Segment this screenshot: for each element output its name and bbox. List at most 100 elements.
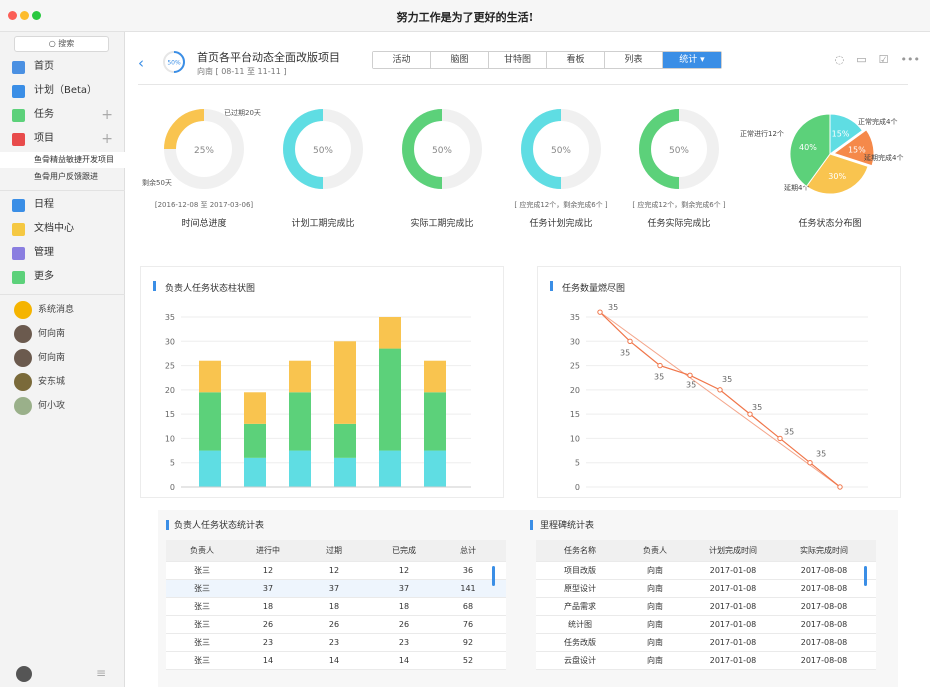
contact-item[interactable]: 安东城: [0, 370, 125, 394]
table-row[interactable]: 张三 23 23 23 92: [166, 634, 506, 652]
table-cell: 向南: [647, 584, 663, 593]
table-cell: 18: [262, 602, 274, 611]
table-cell: 产品需求: [564, 602, 596, 611]
table-row[interactable]: 张三 12 12 12 36: [166, 562, 506, 580]
header-divider: [138, 84, 908, 85]
milestone-table-scrollbar[interactable]: [864, 566, 867, 586]
table-row[interactable]: 张三 37 37 37 141: [166, 580, 506, 598]
column-header[interactable]: 总计: [460, 546, 476, 555]
sidebar-item-4[interactable]: 日程: [0, 194, 125, 216]
minimize-window-button[interactable]: [20, 11, 29, 20]
table-cell: 张三: [194, 656, 210, 665]
project-sub-item[interactable]: 鱼骨精益敏捷开发项目: [0, 152, 125, 168]
stats-table-scrollbar[interactable]: [492, 566, 495, 586]
burndown-value-label: 35: [816, 450, 826, 459]
bar-chart-title: 负责人任务状态柱状图: [165, 284, 256, 294]
donut-arc: [164, 109, 205, 150]
table-cell: 37: [328, 584, 340, 593]
pie-label: 任务状态分布图: [798, 219, 862, 229]
sidebar-item-7[interactable]: 更多: [0, 266, 125, 288]
search-box[interactable]: ○ 搜索: [14, 36, 109, 52]
table-row[interactable]: 产品需求 向南 2017-01-08 2017-08-08: [536, 598, 876, 616]
bar-segment: [424, 450, 446, 487]
back-arrow-icon[interactable]: ‹: [138, 54, 144, 72]
column-header[interactable]: 实际完成时间: [800, 546, 848, 555]
pie-slice-label: 正常完成4个: [858, 117, 897, 126]
more-icon[interactable]: •••: [900, 53, 920, 66]
column-header[interactable]: 计划完成时间: [709, 546, 757, 555]
sidebar-item-0[interactable]: 首页: [0, 56, 125, 78]
sidebar-item-2[interactable]: 任务 +: [0, 104, 125, 126]
table-row[interactable]: 张三 18 18 18 68: [166, 598, 506, 616]
contact-item[interactable]: 何小攻: [0, 394, 125, 418]
y-tick-label: 30: [570, 337, 580, 346]
table-cell: 项目改版: [564, 566, 596, 575]
sidebar-item-3[interactable]: 项目 +: [0, 128, 125, 150]
table-row[interactable]: 云盘设计 向南 2017-01-08 2017-08-08: [536, 652, 876, 670]
column-header[interactable]: 已完成: [392, 546, 416, 555]
donut-arc: [639, 109, 680, 189]
table-row[interactable]: 原型设计 向南 2017-01-08 2017-08-08: [536, 580, 876, 598]
sidebar-item-5[interactable]: 文档中心: [0, 218, 125, 240]
panel-accent: [166, 520, 169, 530]
sidebar-item-label: 日程: [34, 199, 54, 210]
table-row[interactable]: 项目改版 向南 2017-01-08 2017-08-08: [536, 562, 876, 580]
remaining-annotation: 剩余50天: [142, 179, 172, 187]
column-header[interactable]: 负责人: [190, 546, 214, 555]
table-cell: 2017-08-08: [800, 656, 848, 665]
sidebar-item-1[interactable]: 计划（Beta）: [0, 80, 125, 102]
table-cell: 26: [262, 620, 274, 629]
donut-label: 任务计划完成比: [529, 219, 593, 229]
tab-1[interactable]: 脑图: [431, 52, 489, 68]
table-row[interactable]: 统计图 向南 2017-01-08 2017-08-08: [536, 616, 876, 634]
donut-center-text: 50%: [669, 146, 689, 156]
home-icon: [12, 61, 25, 74]
donut-chart: 50%: [521, 109, 601, 189]
bar-segment: [424, 360, 446, 393]
sidebar-item-6[interactable]: 管理: [0, 242, 125, 264]
table-row[interactable]: 任务改版 向南 2017-01-08 2017-08-08: [536, 634, 876, 652]
y-tick-label: 5: [575, 459, 580, 468]
table-cell: 2017-01-08: [709, 584, 757, 593]
add-icon[interactable]: +: [101, 107, 113, 123]
contact-item[interactable]: 系统消息: [0, 298, 125, 322]
tab-2[interactable]: 甘特图: [489, 52, 547, 68]
contact-item[interactable]: 何向南: [0, 346, 125, 370]
milestone-table-title: 里程碑统计表: [540, 521, 595, 531]
table-row[interactable]: 张三 14 14 14 52: [166, 652, 506, 670]
sidebar-item-label: 首页: [34, 61, 54, 72]
y-tick-label: 0: [170, 483, 175, 492]
refresh-icon[interactable]: ◌: [834, 53, 845, 66]
bar-segment: [334, 423, 356, 458]
donut-label: 实际工期完成比: [410, 219, 474, 229]
table-cell: 26: [398, 620, 410, 629]
tab-3[interactable]: 看板: [547, 52, 605, 68]
bar-chart: 0 5 10 15 20 25 30 35: [165, 313, 471, 492]
tab-0[interactable]: 活动: [373, 52, 431, 68]
pie-slice: [832, 129, 875, 167]
contact-item[interactable]: 何向南: [0, 322, 125, 346]
column-header[interactable]: 进行中: [256, 546, 280, 555]
column-header[interactable]: 任务名称: [564, 546, 596, 555]
table-row[interactable]: 张三 26 26 26 76: [166, 616, 506, 634]
burndown-value-label: 35: [722, 375, 732, 384]
burndown-value-label: 35: [686, 380, 696, 389]
column-header[interactable]: 过期: [326, 546, 342, 555]
checklist-icon[interactable]: ☑: [878, 53, 889, 66]
table-cell: 2017-01-08: [709, 620, 757, 629]
donut-note: [ 应完成12个，剩余完成6个 ]: [514, 201, 608, 209]
menu-icon[interactable]: ≡: [96, 666, 107, 680]
tab-4[interactable]: 列表: [605, 52, 663, 68]
y-tick-label: 25: [165, 362, 175, 371]
y-tick-label: 20: [570, 386, 580, 395]
add-icon[interactable]: +: [101, 131, 113, 147]
tab-5[interactable]: 统计 ▾: [663, 52, 721, 68]
video-icon[interactable]: ▭: [856, 53, 867, 66]
close-window-button[interactable]: [8, 11, 17, 20]
my-avatar[interactable]: [16, 666, 32, 682]
contact-name: 系统消息: [38, 305, 75, 315]
bar-segment: [289, 450, 311, 487]
maximize-window-button[interactable]: [32, 11, 41, 20]
column-header[interactable]: 负责人: [643, 546, 667, 555]
project-sub-item[interactable]: 鱼骨用户反馈跟进: [34, 172, 98, 181]
